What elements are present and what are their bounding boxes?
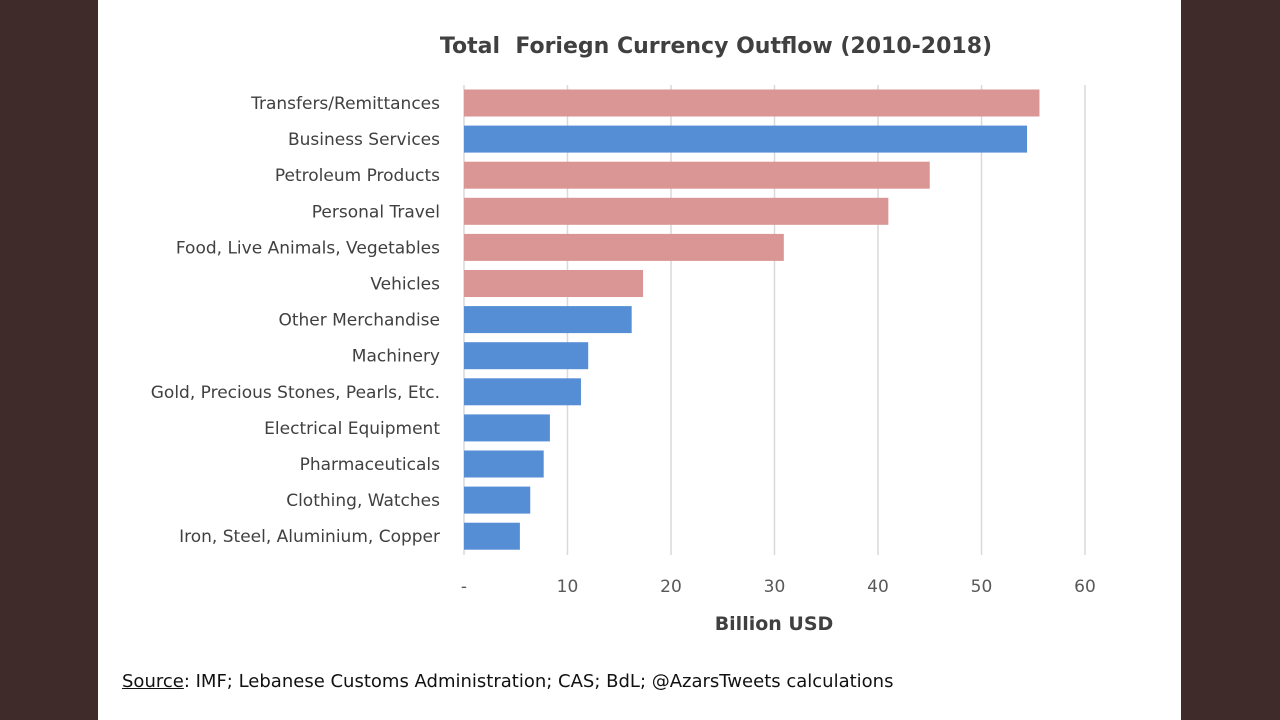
category-label: Food, Live Animals, Vegetables (176, 238, 440, 258)
category-label: Transfers/Remittances (250, 94, 440, 114)
category-label: Vehicles (370, 275, 440, 295)
bar (464, 450, 544, 478)
category-label: Pharmaceuticals (300, 455, 441, 475)
x-axis-title: Billion USD (715, 613, 834, 635)
bar-chart: Total Foriegn Currency Outflow (2010-201… (151, 34, 1096, 635)
category-label: Personal Travel (312, 202, 440, 222)
chart-panel: Total Foriegn Currency Outflow (2010-201… (98, 0, 1181, 720)
tick-label: 60 (1074, 577, 1096, 597)
category-label: Clothing, Watches (286, 491, 440, 511)
category-label: Iron, Steel, Aluminium, Copper (179, 527, 440, 547)
category-label: Petroleum Products (275, 166, 440, 186)
source-label: Source (122, 671, 184, 692)
chart-title: Total Foriegn Currency Outflow (2010-201… (440, 34, 992, 59)
category-label: Electrical Equipment (264, 419, 440, 439)
tick-label: 50 (971, 577, 993, 597)
bar (464, 270, 644, 297)
bar (464, 522, 520, 550)
category-labels: Transfers/Remittances Business Services Pe… (151, 94, 441, 547)
bar (464, 197, 889, 225)
bar (464, 378, 581, 406)
bar (464, 161, 930, 189)
bar (464, 306, 632, 334)
category-label: Business Services (288, 130, 440, 150)
x-tick-labels: - 10 20 30 40 50 60 (461, 577, 1096, 597)
source-text: : IMF; Lebanese Customs Administration; … (183, 671, 894, 692)
category-label: Gold, Precious Stones, Pearls, Etc. (151, 383, 440, 403)
bar (464, 414, 550, 442)
tick-label: 20 (660, 577, 682, 597)
bars (464, 89, 1040, 550)
tick-label: 40 (867, 577, 889, 597)
bar (464, 89, 1040, 117)
category-label: Other Merchandise (278, 311, 440, 331)
bar (464, 125, 1028, 153)
bar (464, 486, 531, 514)
tick-label: 10 (557, 577, 579, 597)
category-label: Machinery (352, 347, 440, 367)
bar (464, 233, 784, 261)
tick-label: 30 (764, 577, 786, 597)
tick-label: - (461, 577, 467, 597)
source-note: Source: IMF; Lebanese Customs Administra… (122, 671, 893, 692)
bar (464, 342, 589, 370)
